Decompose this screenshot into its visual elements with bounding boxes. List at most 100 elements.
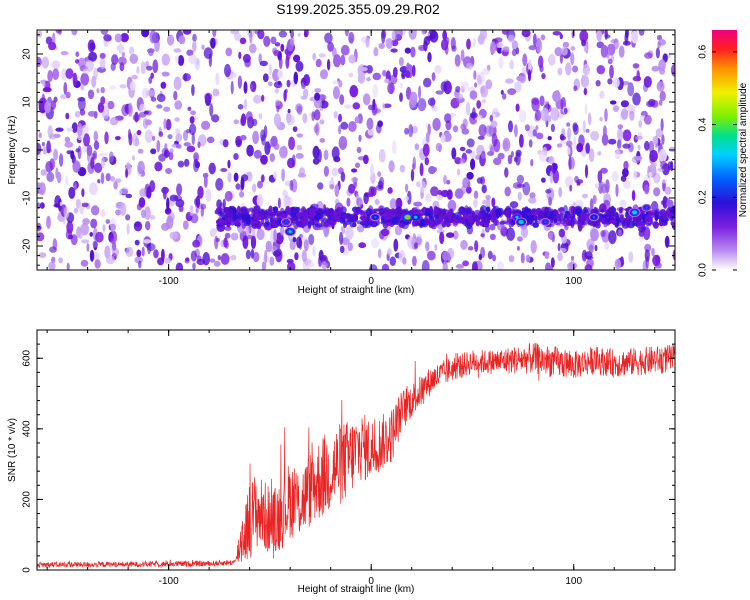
heatmap-cell — [37, 202, 41, 210]
heatmap-cell — [129, 81, 136, 91]
heatmap-cell — [667, 161, 673, 171]
heatmap-cell — [215, 72, 220, 86]
heatmap-cell — [404, 195, 409, 202]
heatmap-cell — [287, 157, 295, 169]
heatmap-band-cell — [467, 214, 473, 224]
heatmap-cell — [352, 102, 361, 110]
heatmap-cell — [173, 76, 182, 91]
heatmap-cell — [51, 60, 61, 70]
heatmap-cell — [80, 83, 85, 91]
heatmap-cell — [535, 125, 539, 131]
heatmap-cell — [425, 131, 430, 143]
heatmap-cell — [466, 38, 471, 50]
heatmap-cell — [164, 149, 170, 158]
heatmap-cell — [280, 43, 285, 52]
heatmap-cell — [644, 114, 652, 125]
heatmap-cell — [92, 150, 98, 161]
heatmap-cell — [408, 30, 417, 40]
heatmap-cell — [462, 177, 470, 189]
heatmap-cell — [580, 75, 590, 88]
heatmap-cell — [454, 188, 464, 199]
heatmap-cell — [57, 30, 62, 35]
heatmap-cell — [153, 249, 159, 259]
heatmap-cell — [161, 248, 165, 262]
heatmap-cell — [55, 127, 64, 132]
snr-axes: -100 0 100 0 200 400 600 — [22, 329, 675, 587]
heatmap-cell — [240, 113, 247, 126]
heatmap-band-cell — [285, 205, 291, 214]
heatmap-cell — [481, 99, 487, 104]
heatmap-cell — [145, 89, 155, 97]
heatmap-cell — [607, 78, 613, 85]
heatmap-band-cell — [273, 209, 278, 213]
heatmap-cell — [347, 242, 353, 252]
heatmap-cell — [651, 247, 655, 257]
heatmap-cell — [496, 42, 503, 48]
heatmap-cell — [203, 174, 208, 188]
heatmap-cell — [270, 36, 277, 45]
heatmap-cell — [410, 46, 416, 58]
heatmap-cell — [596, 30, 603, 42]
heatmap-cell — [394, 225, 402, 236]
heatmap-cell — [46, 140, 51, 154]
heatmap-cell — [167, 212, 175, 222]
heatmap-cell — [382, 69, 387, 77]
heatmap-cell — [158, 131, 164, 137]
heatmap-cell — [327, 41, 334, 52]
heatmap-cell — [340, 226, 344, 232]
heatmap-cell — [340, 54, 346, 66]
snr-panel: -100 0 100 0 200 400 600 Height of straight li… — [7, 329, 676, 595]
heatmap-cell — [348, 183, 356, 194]
heatmap-cell — [73, 207, 79, 214]
heatmap-band-cell — [238, 212, 242, 217]
heatmap-cell — [77, 97, 86, 102]
heatmap-cell — [421, 260, 430, 270]
heatmap-cell — [469, 112, 478, 119]
y-tick-label: -10 — [22, 190, 33, 205]
heatmap-band-cell — [585, 214, 590, 221]
heatmap-cell — [588, 244, 594, 254]
heatmap-band-cell — [512, 210, 520, 215]
heatmap-cell — [141, 209, 147, 219]
heatmap-cell — [497, 47, 503, 54]
heatmap-cell — [313, 124, 319, 134]
heatmap-cell — [283, 89, 287, 102]
heatmap-cell — [372, 83, 379, 98]
heatmap-band-cell — [638, 222, 646, 227]
heatmap-cell — [502, 93, 507, 100]
heatmap-cell — [233, 153, 239, 160]
heatmap-cell — [570, 46, 576, 51]
heatmap-cell — [472, 37, 476, 48]
heatmap-cell — [261, 134, 266, 146]
y-tick-label: 0 — [22, 567, 33, 573]
heatmap-band-cell — [308, 207, 315, 216]
heatmap-cell — [168, 151, 174, 161]
heatmap-band-cell — [352, 222, 357, 228]
heatmap-cell — [138, 111, 147, 118]
heatmap-cell — [652, 136, 658, 145]
heatmap-band-cell — [475, 218, 480, 227]
heatmap-cell — [333, 111, 338, 119]
heatmap-cell — [528, 197, 537, 204]
heatmap-cell — [660, 160, 667, 170]
heatmap-band-cell — [626, 218, 631, 228]
heatmap-cell — [501, 30, 509, 35]
heatmap-cell — [211, 227, 217, 235]
heatmap-cell — [572, 65, 579, 73]
heatmap-cell — [538, 151, 548, 162]
heatmap-cell — [64, 175, 69, 187]
heatmap-cell — [565, 140, 573, 147]
heatmap-cell — [491, 111, 501, 118]
heatmap-hotspot — [519, 220, 523, 224]
heatmap-cell — [190, 250, 197, 262]
heatmap-cell — [85, 59, 94, 72]
heatmap-cell — [614, 149, 621, 160]
heatmap-cell — [175, 199, 185, 208]
heatmap-cell — [369, 264, 378, 270]
heatmap-cell — [290, 30, 295, 39]
heatmap-cell — [672, 249, 675, 261]
heatmap-cell — [258, 113, 263, 120]
heatmap-cell — [404, 47, 411, 54]
heatmap-cell — [600, 44, 609, 58]
heatmap-band-cell — [260, 222, 267, 227]
